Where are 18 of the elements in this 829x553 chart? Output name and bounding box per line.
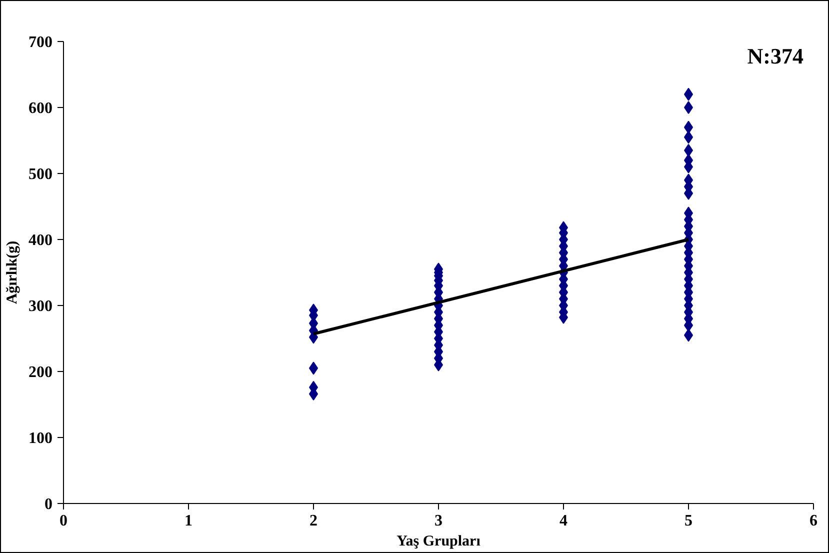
x-tick-label: 0 (60, 512, 68, 530)
x-tick-label: 2 (310, 512, 318, 530)
x-tick-label: 6 (810, 512, 818, 530)
y-tick-label: 200 (28, 364, 52, 381)
x-tick-label: 3 (434, 512, 442, 530)
x-tick-label: 5 (684, 512, 692, 530)
y-tick-label: 700 (28, 34, 52, 51)
y-tick-label: 300 (28, 298, 52, 315)
y-axis-title: Ağırlık(g) (4, 240, 20, 304)
annotation: N:374 (747, 44, 804, 68)
y-tick-label: 600 (28, 100, 52, 117)
y-tick-label: 100 (28, 430, 52, 447)
x-tick-label: 4 (560, 512, 568, 530)
y-tick-label: 400 (28, 232, 52, 249)
x-tick-label: 1 (184, 512, 192, 530)
y-tick-label: 0 (44, 496, 52, 513)
x-axis-title: Yaş Grupları (396, 534, 480, 550)
y-tick-label: 500 (28, 166, 52, 183)
